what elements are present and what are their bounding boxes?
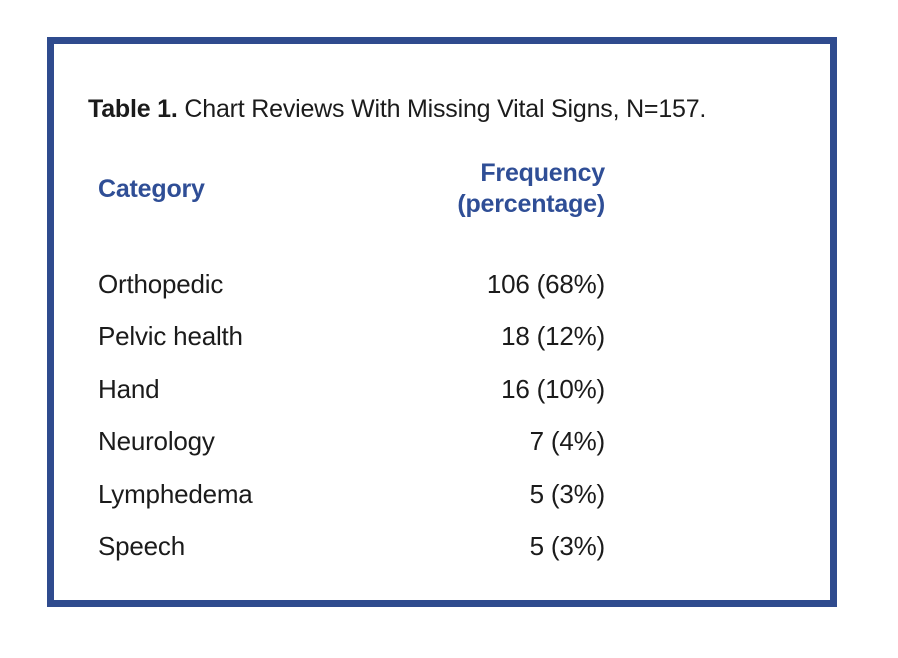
table-title: Table 1. Chart Reviews With Missing Vita…: [88, 94, 830, 124]
table-row: Orthopedic 106 (68%): [98, 258, 605, 311]
table-row: Neurology 7 (4%): [98, 416, 605, 469]
frequency-cell: 5 (3%): [529, 531, 606, 562]
column-header-frequency-line2: (percentage): [457, 190, 605, 218]
category-cell: Orthopedic: [98, 268, 224, 299]
table-title-text: Chart Reviews With Missing Vital Signs, …: [177, 95, 707, 123]
category-cell: Speech: [98, 531, 185, 562]
frequency-cell: 16 (10%): [501, 373, 605, 404]
table-body: Orthopedic 106 (68%) Pelvic health 18 (1…: [98, 258, 605, 573]
frequency-cell: 18 (12%): [501, 321, 605, 352]
category-cell: Lymphedema: [98, 478, 253, 509]
table-row: Lymphedema 5 (3%): [98, 468, 605, 521]
category-cell: Hand: [98, 373, 160, 404]
category-cell: Neurology: [98, 426, 215, 457]
table-title-prefix: Table 1.: [88, 95, 178, 123]
column-header-category: Category: [98, 174, 205, 203]
table-header-row: Category Frequency (percentage): [98, 158, 605, 220]
frequency-cell: 7 (4%): [529, 426, 606, 457]
table-row: Hand 16 (10%): [98, 363, 605, 416]
frequency-cell: 5 (3%): [529, 478, 606, 509]
category-cell: Pelvic health: [98, 321, 243, 352]
table-frame: Table 1. Chart Reviews With Missing Vita…: [47, 37, 837, 607]
table-row: Pelvic health 18 (12%): [98, 311, 605, 364]
column-header-frequency-line1: Frequency: [480, 159, 605, 187]
table-row: Speech 5 (3%): [98, 521, 605, 574]
frequency-cell: 106 (68%): [486, 268, 605, 299]
column-header-frequency: Frequency (percentage): [348, 158, 605, 220]
